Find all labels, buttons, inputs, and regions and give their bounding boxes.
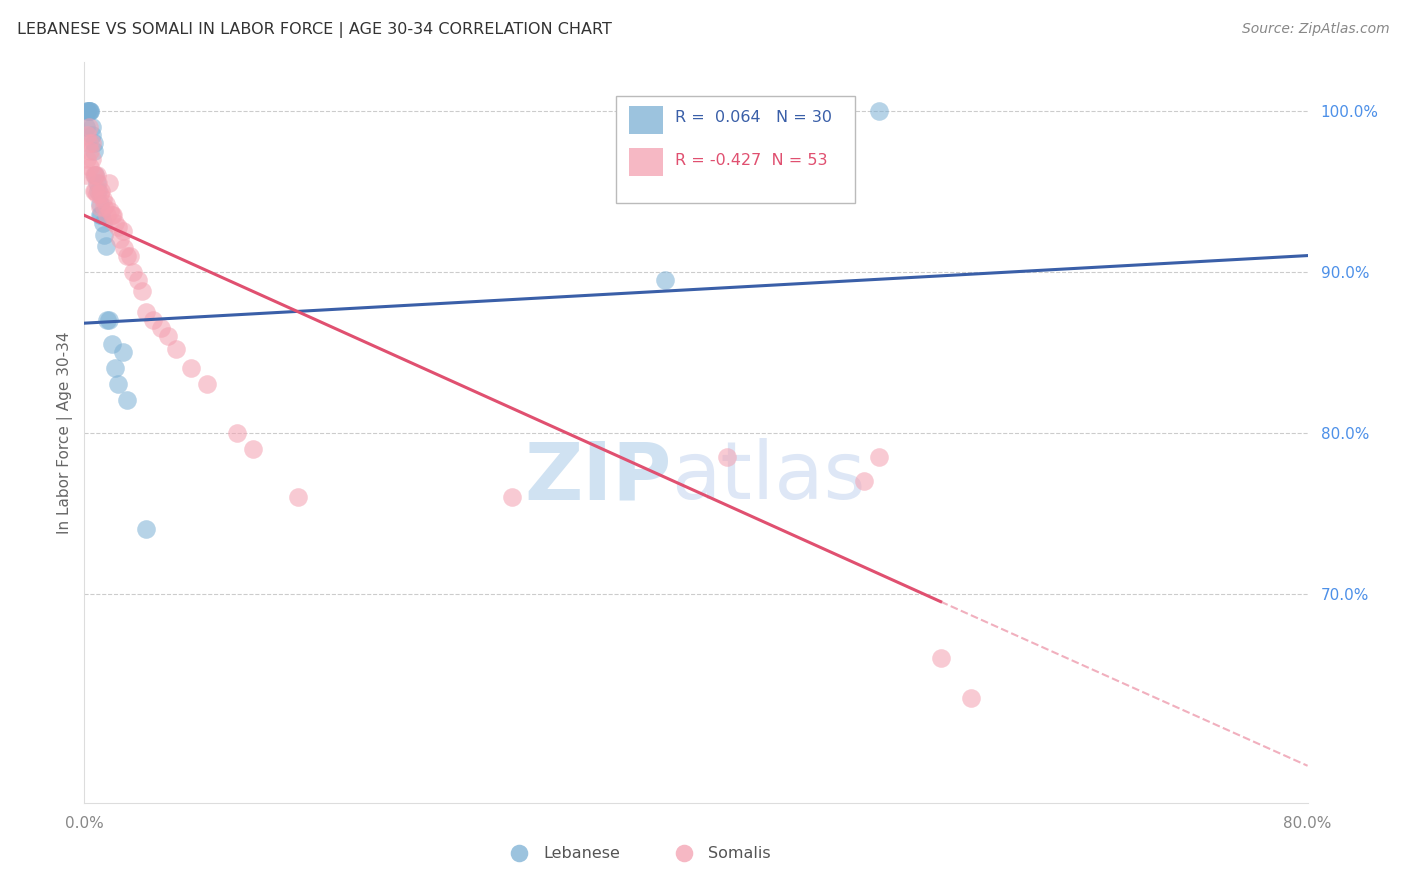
Point — [716, 450, 738, 464]
Point — [97, 313, 120, 327]
Point — [76, 128, 98, 142]
Point — [98, 203, 121, 218]
Point — [929, 651, 952, 665]
Point — [76, 103, 98, 118]
Point — [86, 187, 108, 202]
Point — [79, 103, 101, 118]
Point — [115, 393, 138, 408]
Point — [83, 184, 105, 198]
Point — [90, 208, 112, 222]
Point — [79, 103, 101, 118]
Text: Somalis: Somalis — [709, 846, 770, 861]
Text: Lebanese: Lebanese — [543, 846, 620, 861]
Point — [76, 103, 98, 118]
Point — [149, 321, 172, 335]
FancyBboxPatch shape — [628, 106, 664, 135]
Point — [654, 273, 676, 287]
Point — [135, 522, 157, 536]
Point — [96, 313, 118, 327]
Point — [79, 160, 101, 174]
Point — [89, 197, 111, 211]
Point — [165, 342, 187, 356]
Point — [90, 184, 112, 198]
Point — [89, 200, 111, 214]
Point — [97, 176, 120, 190]
Text: atlas: atlas — [672, 438, 866, 516]
Point — [87, 176, 110, 190]
Point — [83, 144, 105, 158]
Point — [103, 208, 125, 222]
Point — [96, 208, 118, 222]
Point — [112, 240, 135, 255]
Point — [76, 152, 98, 166]
Point — [91, 216, 114, 230]
Point — [107, 219, 129, 234]
Point — [122, 265, 145, 279]
Point — [104, 361, 127, 376]
Point — [79, 144, 101, 158]
Text: LEBANESE VS SOMALI IN LABOR FORCE | AGE 30-34 CORRELATION CHART: LEBANESE VS SOMALI IN LABOR FORCE | AGE … — [17, 22, 612, 38]
Point — [120, 249, 142, 263]
Y-axis label: In Labor Force | Age 30-34: In Labor Force | Age 30-34 — [58, 331, 73, 534]
Point — [89, 208, 111, 222]
Point — [77, 136, 100, 150]
Point — [111, 224, 134, 238]
Text: Source: ZipAtlas.com: Source: ZipAtlas.com — [1241, 22, 1389, 37]
Point — [84, 168, 107, 182]
Point — [77, 103, 100, 118]
Point — [869, 103, 891, 118]
Point — [853, 474, 876, 488]
Point — [75, 168, 97, 182]
Point — [94, 197, 117, 211]
Point — [960, 691, 983, 706]
Point — [86, 168, 108, 182]
Point — [104, 216, 127, 230]
Point — [115, 249, 138, 263]
Point — [86, 176, 108, 190]
Point — [226, 425, 249, 440]
Point — [108, 232, 131, 246]
Point — [80, 152, 103, 166]
Point — [195, 377, 218, 392]
Point — [80, 120, 103, 134]
Point — [157, 329, 180, 343]
Point — [131, 284, 153, 298]
Point — [77, 103, 100, 118]
Point — [107, 377, 129, 392]
Text: R =  0.064   N = 30: R = 0.064 N = 30 — [675, 111, 832, 126]
Point — [80, 136, 103, 150]
Point — [111, 345, 134, 359]
Point — [287, 490, 309, 504]
Point — [127, 273, 149, 287]
Point — [80, 128, 103, 142]
Point — [83, 168, 105, 182]
FancyBboxPatch shape — [616, 95, 855, 203]
Point — [869, 450, 891, 464]
Point — [93, 227, 115, 242]
Point — [75, 120, 97, 134]
Point — [142, 313, 165, 327]
Point — [84, 184, 107, 198]
Text: ZIP: ZIP — [524, 438, 672, 516]
Point — [101, 337, 124, 351]
Point — [91, 192, 114, 206]
Point — [83, 136, 105, 150]
Text: R = -0.427  N = 53: R = -0.427 N = 53 — [675, 153, 828, 168]
Point — [135, 305, 157, 319]
Point — [502, 490, 524, 504]
Point — [93, 200, 115, 214]
Point — [94, 239, 117, 253]
Point — [101, 208, 124, 222]
Point — [242, 442, 264, 456]
Point — [89, 187, 111, 202]
Point — [180, 361, 202, 376]
Point — [77, 120, 100, 134]
Point — [84, 168, 107, 182]
Point — [87, 184, 110, 198]
FancyBboxPatch shape — [628, 147, 664, 176]
